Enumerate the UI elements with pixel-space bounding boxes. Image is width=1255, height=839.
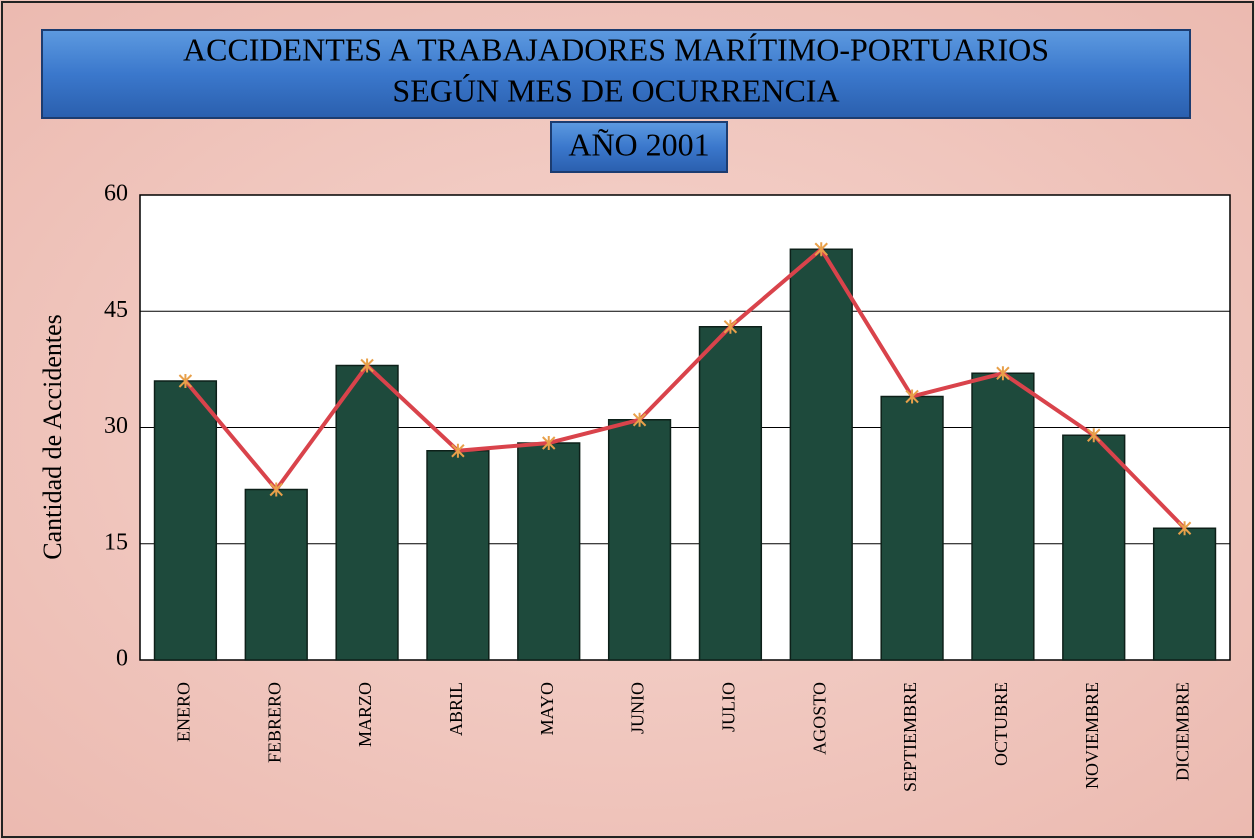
line-marker — [814, 242, 828, 257]
x-tick-label: ENERO — [174, 682, 194, 742]
bar — [517, 442, 581, 661]
line-marker — [178, 374, 193, 388]
x-tick-label: SEPTIEMBRE — [900, 682, 920, 792]
line-marker — [996, 366, 1010, 381]
y-axis-label: Cantidad de Accidentes — [38, 314, 67, 559]
subtitle-box — [550, 121, 728, 173]
x-tick-label: AGOSTO — [809, 682, 829, 755]
line-marker — [542, 436, 556, 450]
y-tick-label: 60 — [104, 181, 128, 207]
title-box — [41, 29, 1191, 119]
bar — [698, 326, 763, 661]
line-marker — [451, 443, 465, 458]
bar — [244, 488, 308, 661]
chart-subtitle: AÑO 2001 — [568, 126, 709, 162]
y-tick-label: 30 — [104, 413, 128, 439]
bar — [1152, 527, 1217, 661]
x-tick-label: NOVIEMBRE — [1082, 682, 1102, 789]
bar — [880, 395, 944, 661]
y-tick-label: 45 — [104, 297, 128, 323]
y-tick-label: 0 — [116, 646, 128, 672]
bar — [335, 364, 399, 661]
y-tick-label: 15 — [104, 529, 128, 555]
line-marker — [905, 389, 919, 404]
line-marker — [723, 319, 738, 334]
bar — [789, 248, 853, 661]
line-marker — [1177, 521, 1192, 536]
bar — [607, 419, 672, 661]
x-tick-label: FEBRERO — [264, 682, 284, 763]
line-marker — [1087, 428, 1101, 443]
bar — [426, 450, 490, 661]
line-marker — [269, 482, 283, 497]
x-tick-label: ABRIL — [446, 682, 466, 736]
x-tick-label: MAYO — [537, 682, 557, 735]
chart-title: SEGÚN MES DE OCURRENCIA — [392, 72, 839, 108]
line-marker — [360, 358, 374, 373]
x-tick-label: MARZO — [355, 682, 375, 747]
bar — [1062, 434, 1126, 661]
bar — [971, 372, 1035, 661]
line-marker — [632, 412, 647, 427]
x-tick-label: DICIEMBRE — [1173, 682, 1193, 781]
chart-title: ACCIDENTES A TRABAJADORES MARÍTIMO-PORTU… — [183, 31, 1049, 67]
bar — [153, 380, 218, 661]
x-tick-label: OCTUBRE — [991, 682, 1011, 766]
line — [183, 246, 1187, 530]
x-tick-label: JULIO — [719, 682, 739, 732]
x-tick-label: JUNIO — [628, 682, 648, 734]
